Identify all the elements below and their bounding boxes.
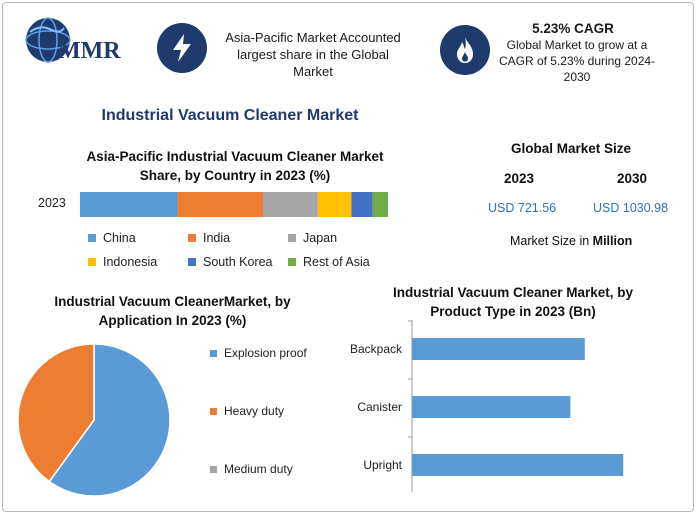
market-size-value-2030: USD 1030.98	[593, 201, 669, 215]
cagr-text: Global Market to grow at a CAGR of 5.23%…	[498, 38, 656, 84]
legend-label: India	[203, 231, 231, 245]
legend-label: Heavy duty	[224, 404, 285, 418]
legend-swatch	[188, 234, 196, 242]
stacked-segment-china	[80, 192, 178, 217]
flame-icon-badge	[440, 25, 490, 75]
product-category-label: Canister	[357, 400, 402, 414]
legend-swatch	[288, 258, 296, 266]
legend-item-china: China	[88, 231, 136, 245]
product-bar-backpack	[412, 338, 585, 360]
legend-swatch	[210, 407, 217, 415]
product-chart-title: Industrial Vacuum Cleaner Market, by Pro…	[392, 285, 634, 319]
product-bar-canister	[412, 396, 571, 418]
globe-icon	[25, 17, 71, 63]
legend-swatch	[188, 258, 196, 266]
pie-slice-heavy-duty	[17, 343, 95, 483]
mmr-logo: MMR	[10, 12, 140, 70]
legend-label: Explosion proof	[224, 346, 307, 360]
market-size-unit-bold: Million	[592, 234, 633, 248]
stacked-segment-japan	[262, 192, 318, 217]
cagr-title: 5.23% CAGR	[532, 21, 614, 36]
application-chart-title: Industrial Vacuum CleanerMarket, by Appl…	[54, 294, 291, 328]
pie-legend-item-explosion-proof: Explosion proof	[210, 346, 307, 360]
legend-swatch	[88, 258, 96, 266]
infographic-frame	[2, 2, 694, 512]
legend-label: South Korea	[203, 255, 273, 269]
country-stacked-bar	[80, 192, 388, 217]
market-size-year-2023: 2023	[504, 171, 535, 186]
market-size-unit: Market Size in Million	[510, 234, 632, 248]
legend-swatch	[210, 349, 217, 357]
product-category-label: Upright	[363, 458, 402, 472]
lightning-icon	[173, 34, 191, 62]
legend-swatch	[288, 234, 296, 242]
stacked-segment-indonesia	[317, 192, 352, 217]
market-size-year-2030: 2030	[617, 171, 648, 186]
legend-label: China	[103, 231, 136, 245]
legend-item-indonesia: Indonesia	[88, 255, 157, 269]
legend-swatch	[210, 465, 217, 473]
stacked-segment-south-korea	[351, 192, 373, 217]
pie-legend-item-heavy-duty: Heavy duty	[210, 404, 284, 418]
legend-item-japan: Japan	[288, 231, 337, 245]
legend-swatch	[88, 234, 96, 242]
stacked-segment-india	[177, 192, 263, 217]
brand-name: MMR	[58, 38, 121, 64]
product-bar-chart: Backpack Canister Upright	[350, 320, 624, 492]
legend-label: Medium duty	[224, 462, 293, 476]
flame-icon	[457, 37, 473, 63]
lightning-icon-badge	[157, 23, 207, 73]
market-size-value-2023: USD 721.56	[488, 201, 557, 215]
market-size-unit-prefix: Market Size in	[510, 234, 593, 248]
market-size-title: Global Market Size	[511, 141, 632, 156]
country-chart-title: Asia-Pacific Industrial Vacuum Cleaner M…	[86, 149, 384, 183]
header-apac-text: Asia-Pacific Market Accounted largest sh…	[225, 30, 401, 79]
main-title: Industrial Vacuum Cleaner Market	[101, 107, 359, 124]
legend-item-south-korea: South Korea	[188, 255, 273, 269]
legend-item-rest-of-asia: Rest of Asia	[288, 255, 370, 269]
legend-label: Rest of Asia	[303, 255, 370, 269]
stacked-segment-rest-of-asia	[372, 192, 388, 217]
pie-slice-explosion-proof	[48, 343, 171, 497]
product-category-label: Backpack	[350, 342, 403, 356]
application-pie-chart	[17, 343, 171, 497]
legend-label: Japan	[303, 231, 338, 245]
pie-legend-item-medium-duty: Medium duty	[210, 462, 293, 476]
legend-item-india: India	[188, 231, 230, 245]
product-bar-upright	[412, 454, 624, 476]
country-category-label: 2023	[38, 196, 66, 210]
legend-label: Indonesia	[103, 255, 158, 269]
